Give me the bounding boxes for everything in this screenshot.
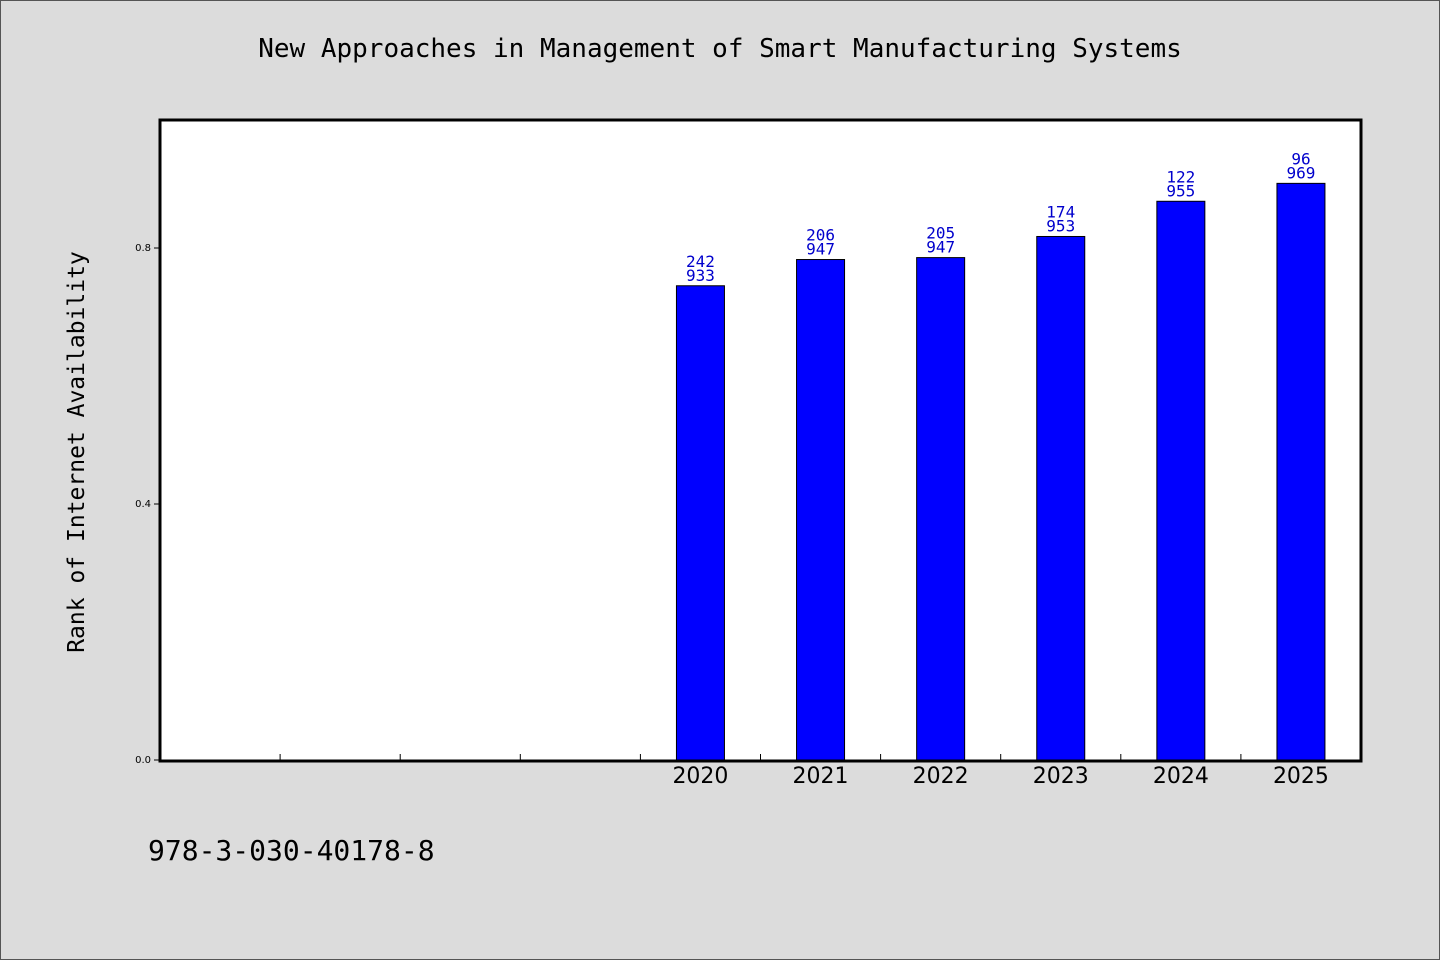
x-tick-label-2023: 2023 bbox=[1033, 764, 1089, 789]
y-tick-label: 0.4 bbox=[135, 499, 151, 510]
bar-2023 bbox=[1036, 235, 1086, 761]
bar-label-bottom: 947 bbox=[806, 240, 835, 259]
x-tick-label-2024: 2024 bbox=[1153, 764, 1209, 789]
bar-label-top: 206 bbox=[806, 226, 835, 245]
bar-label-top: 174 bbox=[1046, 202, 1075, 221]
bar-2024 bbox=[1156, 200, 1206, 761]
chart-title: New Approaches in Management of Smart Ma… bbox=[258, 34, 1182, 64]
bar-2022 bbox=[916, 257, 966, 761]
bar-label-bottom: 933 bbox=[686, 266, 715, 285]
x-tick-label-2020: 2020 bbox=[672, 764, 728, 789]
bars bbox=[675, 182, 1326, 761]
x-tick-label-2025: 2025 bbox=[1273, 764, 1329, 789]
y-axis-ticks: 0.0 0.4 0.8 bbox=[135, 243, 160, 766]
bar-2025 bbox=[1276, 182, 1326, 761]
bar-label-top: 242 bbox=[686, 252, 715, 271]
bar-label-top: 122 bbox=[1166, 167, 1195, 186]
bar-2021 bbox=[796, 259, 846, 761]
y-tick-label: 0.0 bbox=[135, 755, 151, 766]
isbn-text: 978-3-030-40178-8 bbox=[148, 834, 435, 867]
bar-label-top: 205 bbox=[926, 224, 955, 243]
x-tick-label-2022: 2022 bbox=[913, 764, 969, 789]
bar-label-top: 96 bbox=[1291, 149, 1310, 168]
x-axis-ticks bbox=[279, 754, 1242, 760]
x-tick-label-2021: 2021 bbox=[793, 764, 849, 789]
bar-label-bottom: 947 bbox=[926, 238, 955, 257]
bar-label-bottom: 969 bbox=[1286, 163, 1315, 182]
bar-2020 bbox=[675, 285, 725, 761]
bar-label-bottom: 955 bbox=[1166, 181, 1195, 200]
x-axis-tick-labels: 2020 2021 2022 2023 2024 2025 bbox=[672, 764, 1328, 789]
bar-label-bottom: 953 bbox=[1046, 216, 1075, 235]
y-tick-label: 0.8 bbox=[135, 243, 151, 254]
